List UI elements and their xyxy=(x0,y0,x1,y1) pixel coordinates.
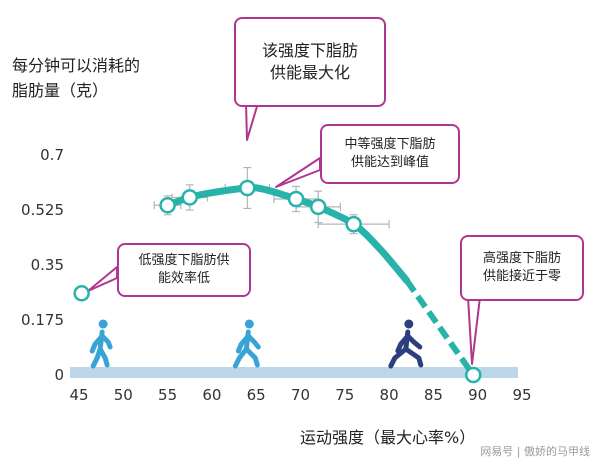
callout-high-line-1: 高强度下脂肪 xyxy=(482,251,561,267)
running-figure-icon xyxy=(388,319,424,369)
x-tick-label: 65 xyxy=(247,386,266,404)
y-axis-label-line-2: 脂肪量（克） xyxy=(12,81,109,100)
callout-low-line-1: 低强度下脂肪供 xyxy=(138,253,230,269)
callout-low-line-2: 能效率低 xyxy=(157,271,210,286)
callout-moderate-line-1: 中等强度下脂肪 xyxy=(344,137,436,153)
callout-peak-line-1: 该强度下脂肪 xyxy=(261,41,358,61)
x-tick-label: 85 xyxy=(424,386,443,404)
x-tick-label: 50 xyxy=(114,386,133,404)
data-point xyxy=(239,179,256,197)
callout-moderate: 中等强度下脂肪 供能达到峰值 xyxy=(320,124,460,184)
pointer-low xyxy=(87,266,118,292)
x-tick-label: 45 xyxy=(69,386,88,404)
data-point xyxy=(181,189,198,206)
pointer-high xyxy=(467,296,481,365)
watermark: 网易号 | 傲娇的马甲线 xyxy=(480,445,590,458)
pointer-peak xyxy=(245,102,259,141)
x-tick-label: 60 xyxy=(202,386,221,404)
y-tick-label: 0.525 xyxy=(21,201,64,219)
y-axis-label-line-1: 每分钟可以消耗的 xyxy=(12,56,141,75)
callout-high: 高强度下脂肪 供能接近于零 xyxy=(460,235,584,301)
x-tick-label: 80 xyxy=(380,386,399,404)
data-point xyxy=(345,215,362,233)
callout-low: 低强度下脂肪供 能效率低 xyxy=(117,243,251,297)
y-tick-label: 0.7 xyxy=(40,146,64,164)
ground-band xyxy=(70,367,518,378)
data-point xyxy=(309,198,327,216)
callout-high-line-2: 供能接近于零 xyxy=(482,269,561,284)
x-tick-label: 95 xyxy=(512,386,531,404)
walking-figure-icon xyxy=(89,319,113,369)
y-tick-label: 0.175 xyxy=(21,311,64,329)
callout-peak: 该强度下脂肪 供能最大化 xyxy=(234,17,386,107)
x-tick-label: 90 xyxy=(468,386,487,404)
data-point xyxy=(465,366,482,384)
data-point xyxy=(73,285,90,302)
x-axis-label: 运动强度（最大心率%） xyxy=(300,428,476,447)
data-point xyxy=(287,190,305,208)
y-tick-label: 0 xyxy=(54,366,64,384)
fat-oxidation-curve xyxy=(164,184,411,285)
fat-oxidation-curve-projection xyxy=(404,278,476,377)
y-tick-label: 0.35 xyxy=(31,256,64,274)
data-point xyxy=(159,197,176,214)
x-tick-label: 75 xyxy=(335,386,354,404)
jogging-figure-icon xyxy=(232,319,261,369)
pointer-moderate xyxy=(275,157,321,188)
callout-peak-line-2: 供能最大化 xyxy=(269,63,350,82)
x-tick-label: 70 xyxy=(291,386,310,404)
callout-moderate-line-2: 供能达到峰值 xyxy=(350,155,429,170)
x-tick-label: 55 xyxy=(158,386,177,404)
